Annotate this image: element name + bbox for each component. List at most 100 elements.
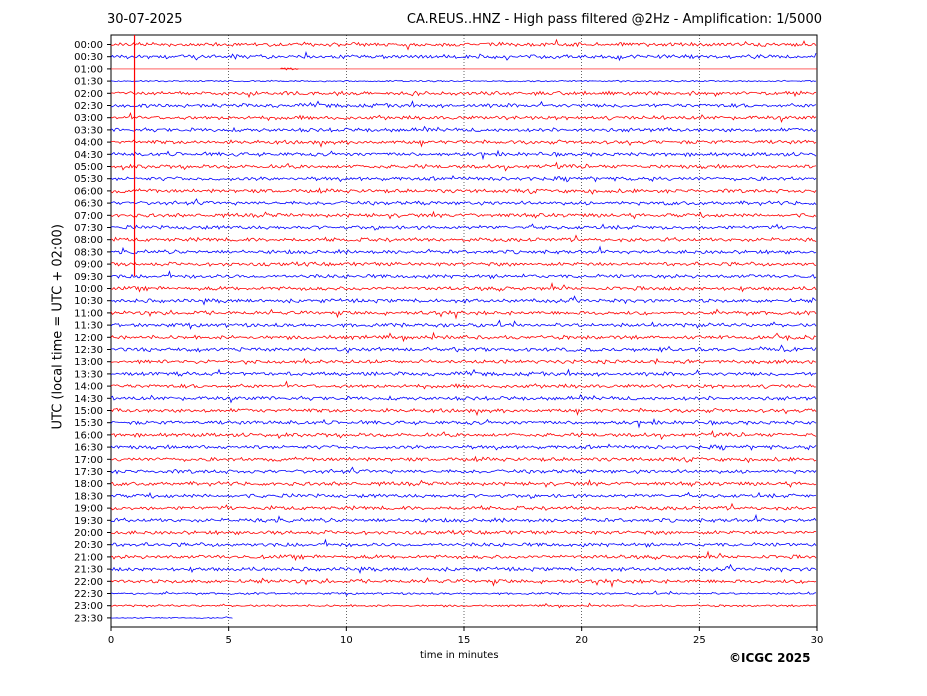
trace-row: [110, 368, 817, 377]
x-tick-label: 30: [811, 635, 824, 646]
y-tick-label: 04:00: [74, 138, 103, 149]
y-tick-label: 03:30: [74, 125, 103, 136]
y-tick-label: 17:00: [74, 455, 103, 466]
trace-row: [110, 502, 817, 511]
trace-row: [110, 394, 817, 404]
y-tick-label: 10:30: [74, 296, 103, 307]
trace-row: [110, 149, 817, 161]
trace-row: [111, 139, 817, 148]
y-tick-label: 06:30: [74, 199, 103, 210]
trace-row: [110, 417, 817, 429]
y-tick-label: 10:00: [74, 284, 103, 295]
trace-row: [110, 602, 817, 609]
y-tick-label: 21:30: [74, 565, 103, 576]
y-tick-label: 01:30: [74, 77, 103, 88]
y-tick-label: 05:00: [74, 162, 103, 173]
trace-row: [110, 455, 817, 464]
y-tick-label: 12:00: [74, 333, 103, 344]
y-tick-label: 00:00: [74, 40, 103, 51]
trace-row: [110, 513, 817, 523]
trace-row: [111, 344, 817, 354]
date-label: 30-07-2025: [107, 12, 183, 27]
trace-row: [110, 245, 817, 255]
trace-row: [110, 261, 817, 267]
y-tick-label: 20:30: [74, 540, 103, 551]
y-tick-label: 03:00: [74, 113, 103, 124]
trace-row: [110, 429, 817, 441]
x-tick-label: 0: [108, 635, 114, 646]
trace-row: [110, 111, 817, 123]
trace-row: [110, 187, 817, 195]
trace-row: [110, 616, 233, 619]
trace-row: [110, 308, 817, 320]
y-tick-label: 22:00: [74, 577, 103, 588]
y-tick-label: 18:00: [74, 479, 103, 490]
trace-row: [110, 331, 817, 343]
trace-row: [110, 319, 817, 330]
y-tick-label: 07:00: [74, 211, 103, 222]
trace-row: [110, 175, 817, 183]
trace-row: [110, 407, 817, 417]
trace-row: [110, 198, 817, 207]
x-tick-label: 15: [458, 635, 471, 646]
y-tick-label: 07:30: [74, 223, 103, 234]
y-tick-label: 08:00: [74, 235, 103, 246]
x-tick-label: 10: [340, 635, 353, 646]
y-tick-label: 19:30: [74, 516, 103, 527]
y-tick-label: 16:00: [74, 430, 103, 441]
trace-row: [110, 577, 817, 589]
y-tick-label: 21:00: [74, 552, 103, 563]
y-tick-label: 23:00: [74, 601, 103, 612]
trace-row: [110, 563, 817, 575]
trace-row: [110, 282, 817, 293]
y-tick-label: 05:30: [74, 174, 103, 185]
y-tick-label: 14:30: [74, 394, 103, 405]
trace-row: [110, 100, 817, 109]
trace-row: [110, 466, 817, 475]
y-tick-label: 13:30: [74, 369, 103, 380]
y-tick-label: 13:00: [74, 357, 103, 368]
trace-row: [110, 529, 817, 536]
trace-row: [110, 550, 817, 562]
trace-row: [110, 234, 817, 243]
y-tick-label: 19:00: [74, 504, 103, 515]
trace-row: [110, 270, 817, 280]
y-tick-label: 04:30: [74, 150, 103, 161]
y-tick-label: 14:00: [74, 382, 103, 393]
y-tick-label: 09:00: [74, 260, 103, 271]
trace-row: [110, 223, 817, 231]
y-tick-label: 06:00: [74, 186, 103, 197]
trace-row: [111, 357, 817, 365]
x-tick-label: 20: [575, 635, 588, 646]
y-tick-label: 08:30: [74, 247, 103, 258]
trace-row: [110, 90, 817, 99]
x-tick-label: 25: [693, 635, 706, 646]
y-tick-label: 02:00: [74, 89, 103, 100]
y-tick-label: 11:30: [74, 321, 103, 332]
y-tick-label: 15:00: [74, 406, 103, 417]
trace-row: [110, 538, 817, 548]
trace-row: [110, 79, 817, 83]
trace-row: [110, 491, 817, 500]
trace-row: [110, 50, 817, 62]
x-tick-label: 5: [225, 635, 231, 646]
y-tick-label: 00:30: [74, 52, 103, 63]
trace-row: [110, 479, 817, 488]
trace-row: [110, 210, 817, 220]
y-tick-label: 22:30: [74, 589, 103, 600]
x-axis-label: time in minutes: [420, 650, 499, 661]
y-tick-label: 17:30: [74, 467, 103, 478]
trace-row: [110, 443, 817, 451]
trace-row: [110, 380, 817, 390]
y-tick-label: 16:30: [74, 443, 103, 454]
y-tick-label: 01:00: [74, 64, 103, 75]
plot-frame: [110, 34, 818, 628]
chart-title: CA.REUS..HNZ - High pass filtered @2Hz -…: [406, 12, 822, 27]
y-tick-label: 09:30: [74, 272, 103, 283]
trace-row: [111, 590, 817, 597]
y-tick-label: 18:30: [74, 491, 103, 502]
trace-row: [110, 38, 817, 51]
trace-row: [110, 125, 817, 133]
copyright-label: ©ICGC 2025: [729, 651, 811, 665]
